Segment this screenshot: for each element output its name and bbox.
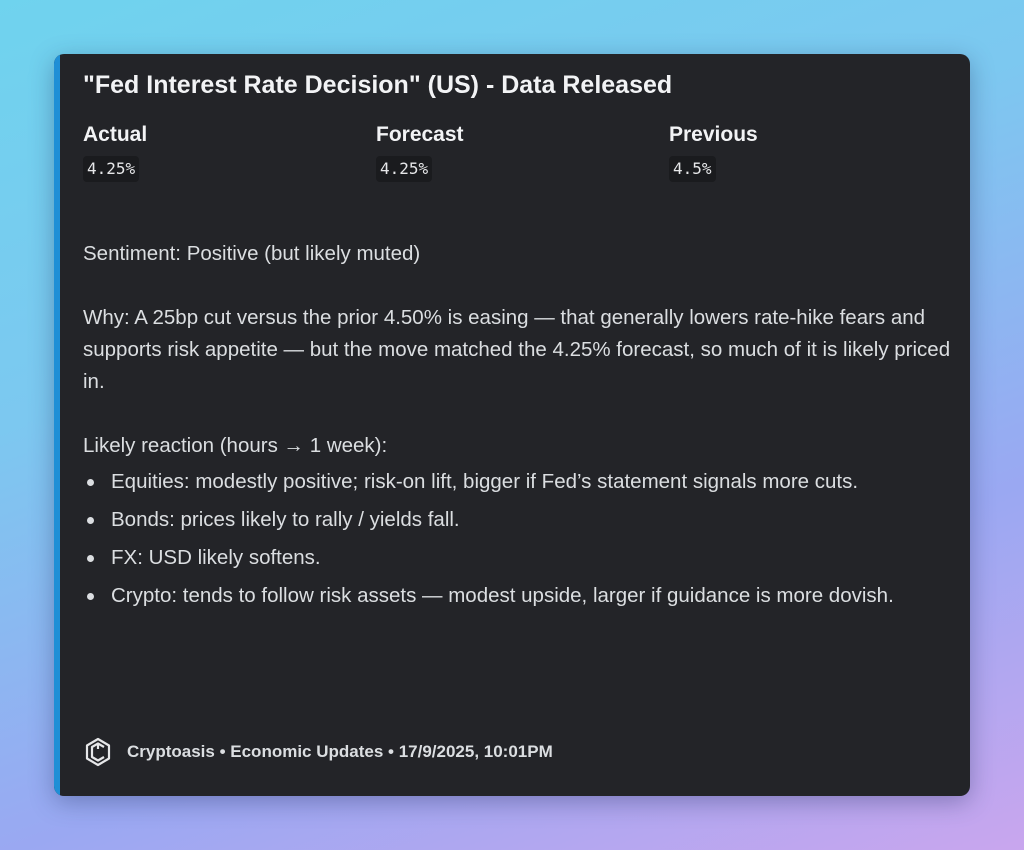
- list-item: Bonds: prices likely to rally / yields f…: [87, 504, 953, 535]
- field-forecast: Forecast 4.25%: [376, 122, 464, 182]
- reaction-heading: Likely reaction (hours → 1 week):: [83, 434, 388, 457]
- bullet-icon: [87, 555, 94, 562]
- field-actual: Actual 4.25%: [83, 122, 147, 182]
- field-forecast-value: 4.25%: [376, 156, 433, 182]
- field-actual-value: 4.25%: [83, 156, 140, 182]
- embed-footer: Cryptoasis • Economic Updates • 17/9/202…: [83, 736, 553, 768]
- field-previous-value: 4.5%: [669, 156, 716, 182]
- embed-accent-bar: [54, 54, 60, 796]
- reaction-crypto: Crypto: tends to follow risk assets — mo…: [111, 584, 894, 607]
- field-actual-label: Actual: [83, 123, 148, 146]
- bullet-icon: [87, 593, 94, 600]
- list-item: Crypto: tends to follow risk assets — mo…: [87, 580, 953, 611]
- field-previous: Previous 4.5%: [669, 122, 758, 182]
- why-text: Why: A 25bp cut versus the prior 4.50% i…: [83, 306, 951, 393]
- reaction-equities: Equities: modestly positive; risk-on lif…: [111, 470, 859, 493]
- field-forecast-label: Forecast: [376, 123, 464, 146]
- cryptoasis-logo-icon: [83, 737, 113, 767]
- embed-title: "Fed Interest Rate Decision" (US) - Data…: [83, 71, 673, 99]
- footer-text: Cryptoasis • Economic Updates • 17/9/202…: [127, 742, 553, 761]
- field-previous-label: Previous: [669, 123, 758, 146]
- reaction-fx: FX: USD likely softens.: [111, 546, 321, 569]
- sentiment-text: Sentiment: Positive (but likely muted): [83, 242, 421, 265]
- list-item: Equities: modestly positive; risk-on lif…: [87, 466, 953, 497]
- embed-description: Sentiment: Positive (but likely muted) W…: [83, 238, 953, 618]
- reaction-list: Equities: modestly positive; risk-on lif…: [83, 466, 953, 611]
- embed-fields: Actual 4.25% Forecast 4.25% Previous 4.5…: [83, 122, 963, 192]
- economic-update-embed: "Fed Interest Rate Decision" (US) - Data…: [54, 54, 970, 796]
- list-item: FX: USD likely softens.: [87, 542, 953, 573]
- reaction-bonds: Bonds: prices likely to rally / yields f…: [111, 508, 460, 531]
- bullet-icon: [87, 517, 94, 524]
- bullet-icon: [87, 479, 94, 486]
